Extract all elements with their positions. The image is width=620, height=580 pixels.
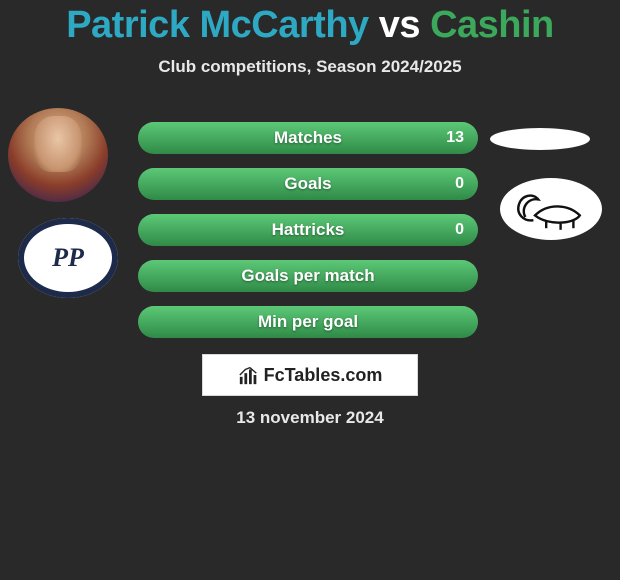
brand-attribution[interactable]: FcTables.com — [202, 354, 418, 396]
player1-name: Patrick McCarthy — [66, 4, 368, 46]
stat-label: Hattricks — [138, 214, 478, 246]
page-title: Patrick McCarthy vs Cashin — [0, 0, 620, 47]
comparison-widget: Patrick McCarthy vs Cashin Club competit… — [0, 0, 620, 580]
stat-row-hattricks: Hattricks 0 — [138, 214, 478, 246]
stat-row-goals-per-match: Goals per match — [138, 260, 478, 292]
player2-avatar — [490, 128, 590, 150]
stat-row-min-per-goal: Min per goal — [138, 306, 478, 338]
stat-bars: Matches 13 Goals 0 Hattricks 0 Goals per… — [138, 122, 478, 352]
badge-monogram: PP — [52, 243, 84, 273]
stat-row-matches: Matches 13 — [138, 122, 478, 154]
player2-club-badge — [500, 178, 602, 240]
stat-label: Matches — [138, 122, 478, 154]
stat-label: Goals per match — [138, 260, 478, 292]
stat-value: 13 — [446, 122, 464, 154]
vs-label: vs — [379, 4, 420, 46]
player1-club-badge: PP — [18, 218, 118, 298]
stat-row-goals: Goals 0 — [138, 168, 478, 200]
player1-avatar — [8, 108, 108, 202]
bar-chart-icon — [238, 364, 260, 386]
stat-label: Goals — [138, 168, 478, 200]
player2-name: Cashin — [430, 4, 554, 46]
ram-icon — [511, 184, 591, 234]
stat-label: Min per goal — [138, 306, 478, 338]
date-label: 13 november 2024 — [0, 408, 620, 428]
brand-text: FcTables.com — [264, 365, 383, 386]
stat-value: 0 — [455, 214, 464, 246]
subtitle: Club competitions, Season 2024/2025 — [0, 57, 620, 77]
stat-value: 0 — [455, 168, 464, 200]
